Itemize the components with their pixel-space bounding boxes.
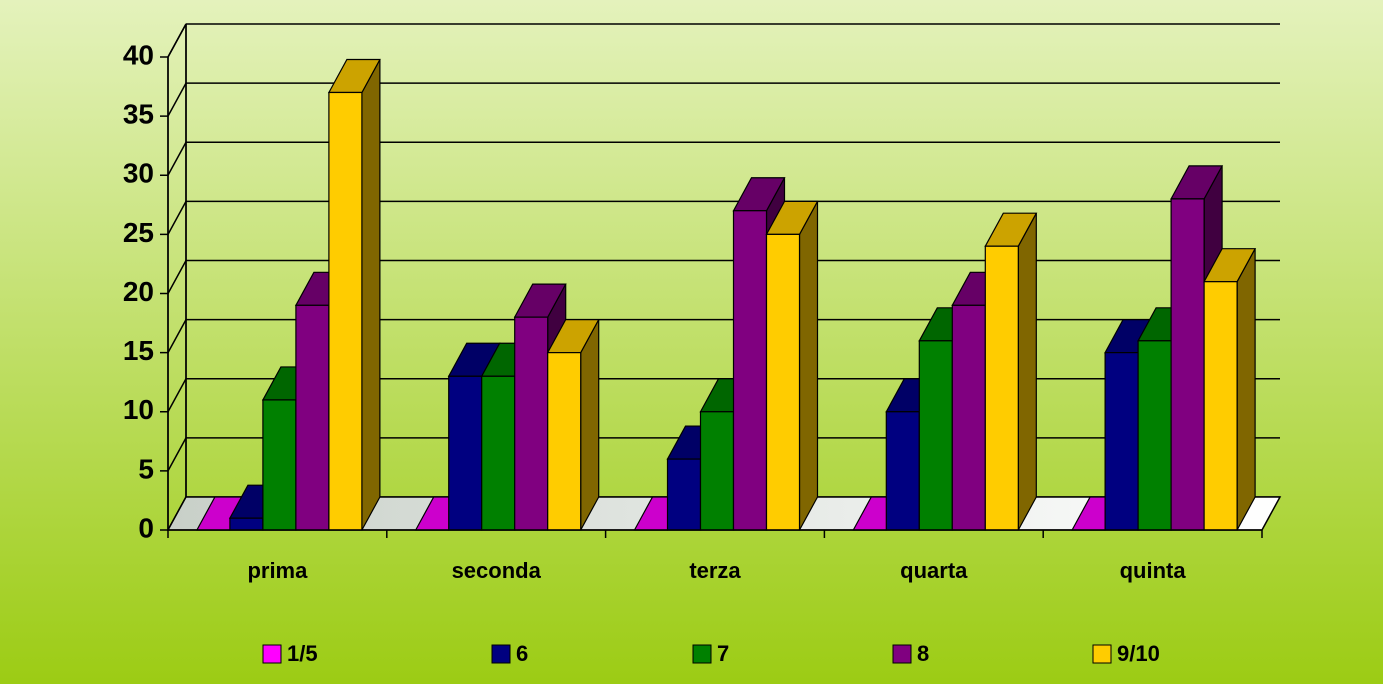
legend-label: 7 — [717, 641, 729, 666]
y-tick-label: 20 — [123, 276, 154, 307]
bar-front — [481, 375, 516, 531]
x-tick-label: terza — [689, 558, 741, 583]
bar-front — [951, 304, 986, 531]
bar-front — [262, 399, 297, 531]
legend: 1/5 6 7 8 9/10 — [262, 641, 1160, 666]
bar-front — [984, 245, 1019, 531]
grid-line-side — [167, 82, 187, 117]
x-tick-label: quarta — [900, 558, 968, 583]
bar-front — [229, 517, 264, 531]
bar-side — [1236, 248, 1256, 531]
bar — [327, 58, 381, 531]
legend-swatch — [892, 644, 912, 664]
bar-front — [547, 352, 582, 531]
legend-swatch — [491, 644, 511, 664]
y-tick-label: 0 — [138, 512, 154, 543]
y-tick-label: 10 — [123, 394, 154, 425]
bar-front — [1170, 198, 1205, 531]
legend-swatch — [692, 644, 712, 664]
bar-front — [885, 411, 920, 531]
grid-line-side — [167, 23, 187, 58]
bar-front — [328, 91, 363, 531]
grid-line-side — [167, 201, 187, 235]
y-tick-label: 30 — [123, 158, 154, 189]
legend-label: 9/10 — [1117, 641, 1160, 666]
bar-front — [295, 304, 330, 531]
bar — [546, 319, 600, 531]
bar-front — [918, 340, 953, 531]
y-tick-label: 15 — [123, 335, 154, 366]
plot-area: 0 5 10 15 20 25 30 35 40 prima seconda terza quarta q… — [123, 23, 1282, 583]
x-tick-label: quinta — [1120, 558, 1187, 583]
bar-front — [514, 316, 549, 531]
legend-label: 8 — [917, 641, 929, 666]
grid-line-side — [167, 319, 187, 353]
legend-swatch — [262, 644, 282, 664]
legend-label: 6 — [516, 641, 528, 666]
bar-side — [580, 319, 600, 531]
y-tick-label: 25 — [123, 217, 154, 248]
legend-swatch — [1092, 644, 1112, 664]
bar — [1203, 248, 1257, 531]
bar — [765, 200, 819, 531]
bar-side — [361, 59, 381, 531]
grid-line-side — [167, 437, 187, 472]
y-tick-label: 35 — [123, 99, 154, 130]
bar-front — [1203, 281, 1238, 531]
y-tick-label: 40 — [123, 39, 154, 70]
bar — [984, 212, 1038, 531]
bar-front — [1104, 352, 1139, 531]
bar-front — [448, 375, 483, 531]
y-tick-label: 5 — [138, 453, 154, 484]
bar-front — [732, 210, 768, 531]
legend-label: 1/5 — [287, 641, 318, 666]
bar-front — [765, 233, 801, 531]
grid-line-side — [167, 260, 187, 294]
x-tick-label: seconda — [452, 558, 542, 583]
bar-side — [1017, 212, 1037, 531]
grid-line-side — [167, 378, 187, 413]
bar-front — [666, 458, 702, 531]
bar-side — [798, 201, 819, 531]
x-tick-label: prima — [247, 558, 308, 583]
bar-front — [699, 411, 735, 531]
bar-front — [1137, 340, 1172, 531]
grid-line-side — [167, 141, 187, 176]
